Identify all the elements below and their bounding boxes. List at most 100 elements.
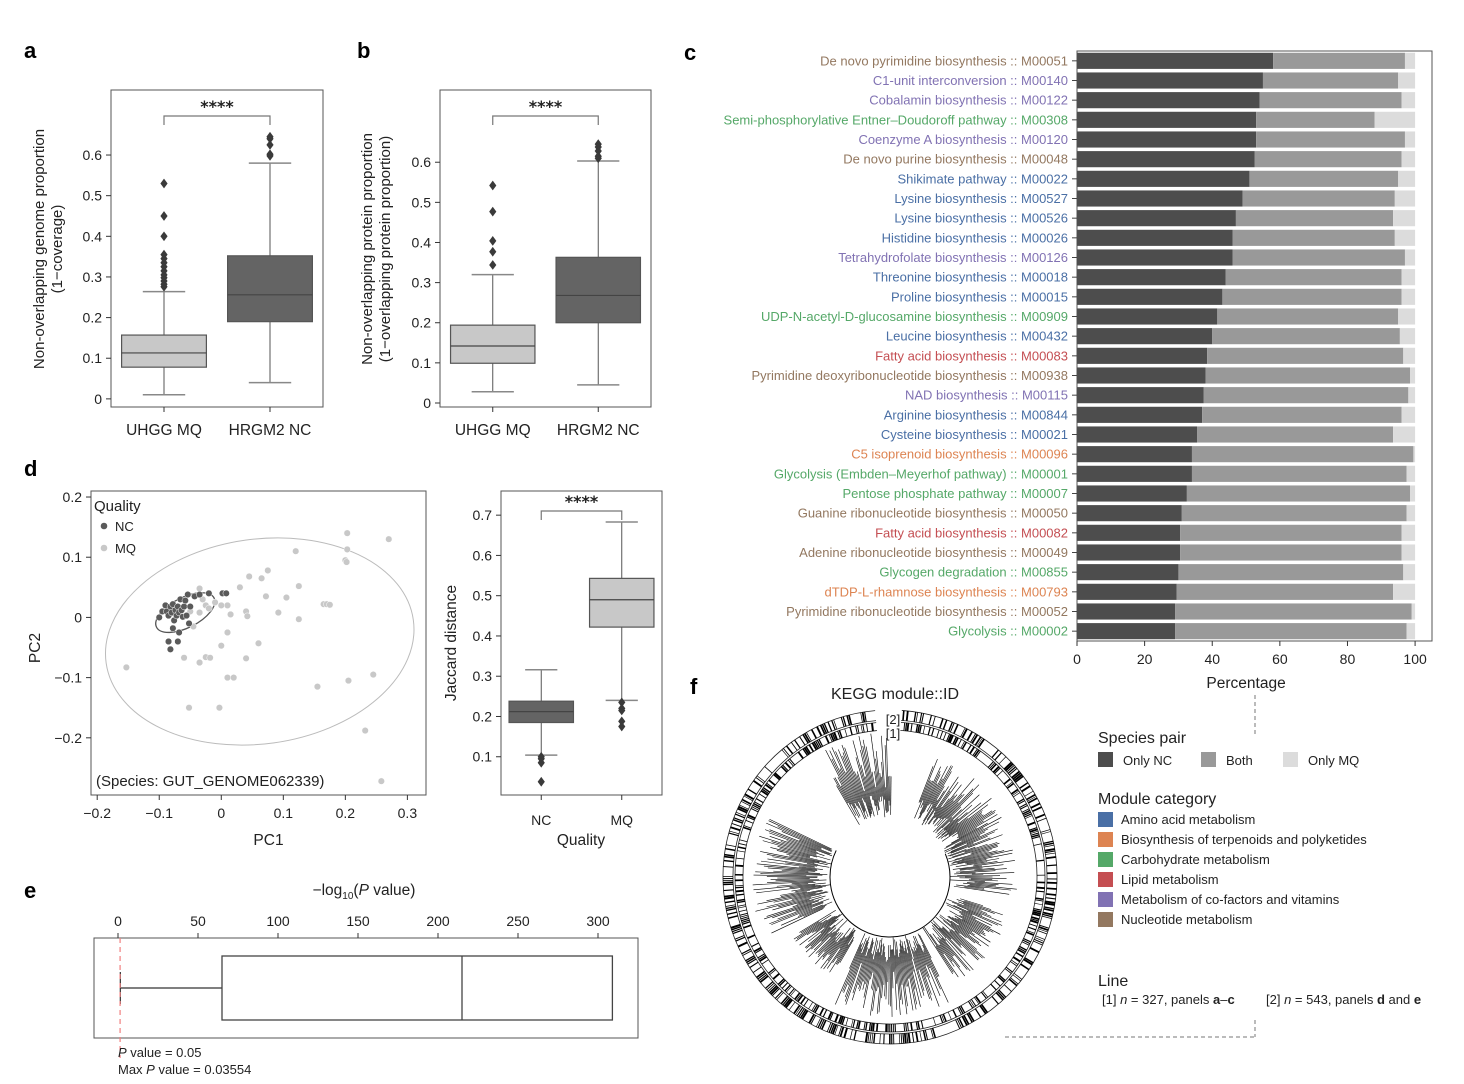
- outlier-point: [537, 757, 545, 768]
- ring-1-tick: [784, 984, 791, 992]
- y-tick-label: 0.1: [63, 549, 83, 565]
- tree-branch: [836, 785, 860, 825]
- ring-2-ticks: [722, 710, 1057, 1045]
- ring-2-tick: [900, 1033, 903, 1044]
- ring-1-tick: [994, 767, 1001, 775]
- ring-2-tick: [756, 970, 766, 979]
- tree-branch: [938, 800, 954, 819]
- tree-branch: [963, 904, 988, 914]
- ring-1-tick: [1033, 909, 1042, 913]
- tree-branch: [885, 787, 888, 814]
- ring-2-tick: [994, 752, 1002, 761]
- species-pair-swatch: [1098, 752, 1113, 767]
- ring-2-tick: [783, 748, 791, 757]
- module-label: Lysine biosynthesis :: M00527: [894, 191, 1068, 206]
- ring-1-tick: [862, 724, 865, 733]
- bar-segment-only-mq: [1401, 92, 1416, 109]
- ring-1-tick: [871, 722, 874, 732]
- tree-branch: [766, 853, 815, 864]
- module-label: Cysteine biosynthesis :: M00021: [881, 427, 1068, 442]
- ring-1-tick: [990, 983, 997, 991]
- tree-branch: [971, 872, 1015, 875]
- ring-2-tick: [1035, 813, 1046, 819]
- tree-branch: [949, 794, 980, 823]
- tree-branch: [922, 766, 941, 806]
- ring-1-tick: [1020, 804, 1028, 810]
- x-tick-label: 40: [1204, 651, 1220, 667]
- x-tick-label: 150: [346, 913, 370, 929]
- ring-1-tick: [920, 1020, 924, 1029]
- tree-branch: [755, 896, 812, 912]
- tree-branch: [927, 781, 959, 825]
- ring-2-tick: [873, 1033, 876, 1044]
- tree-branch: [852, 947, 868, 994]
- x-tick-label: 0: [217, 805, 225, 821]
- ring-1-tick: [1030, 919, 1039, 924]
- tree-branch: [904, 950, 917, 1010]
- ring-1-tick: [794, 992, 801, 1000]
- bar-segment-only-nc: [1077, 92, 1260, 109]
- ring-1-tick: [837, 730, 841, 739]
- y-tick-label: 0.4: [473, 628, 493, 644]
- x-tick-label: 0: [114, 913, 122, 929]
- threshold-label-p: P: [118, 1045, 127, 1060]
- tree-branch: [934, 798, 950, 819]
- ring-2-tick: [774, 990, 783, 999]
- ring-2-tick: [971, 734, 979, 744]
- tree-branch: [831, 747, 860, 809]
- tree-branch: [894, 955, 898, 984]
- tree-branch: [947, 843, 974, 854]
- bar-row: [1077, 328, 1416, 345]
- tree-branch: [901, 941, 910, 979]
- ring-1-tick: [1010, 788, 1019, 795]
- box-hrgm2-nc: [227, 131, 314, 384]
- ring-2-tick: [724, 855, 735, 859]
- bar-segment-both: [1232, 229, 1395, 246]
- module-category-label: Carbohydrate metabolism: [1121, 852, 1270, 867]
- y-tick-label: −0.1: [54, 670, 82, 686]
- ring-2-tick: [738, 805, 748, 812]
- scatter-point-nc: [186, 603, 194, 611]
- tree-branch: [954, 849, 992, 860]
- bar-segment-both: [1180, 544, 1402, 561]
- module-category-swatch: [1098, 872, 1113, 887]
- tree-branch: [839, 939, 854, 963]
- tree-branch: [934, 776, 959, 811]
- ring-2-tick: [816, 726, 823, 737]
- tree-branch: [755, 871, 828, 875]
- y-tick-label: 0.4: [412, 234, 432, 250]
- bar-row: [1077, 367, 1416, 384]
- ring-1-tick: [973, 749, 980, 758]
- ring-1-tick: [966, 744, 972, 753]
- module-label: dTDP-L-rhamnose biosynthesis :: M00793: [824, 584, 1068, 599]
- tree-branch: [951, 822, 988, 844]
- tree-branch: [887, 945, 889, 983]
- ring-1-tick: [960, 741, 965, 749]
- ring-2-tick: [963, 1015, 970, 1025]
- ring-2-tick: [799, 736, 806, 746]
- tree-branch: [942, 927, 962, 946]
- tree-branch: [817, 931, 840, 956]
- tree-branch: [795, 898, 830, 912]
- max-pvalue-note: Max P value = 0.03554: [118, 1062, 251, 1077]
- ring-2-tick: [907, 1032, 911, 1043]
- x-axis-label: Quality: [557, 832, 605, 849]
- ring-1-tick: [1017, 948, 1026, 955]
- ring-2-tick: [795, 1006, 802, 1015]
- ring-2-tick: [839, 1026, 845, 1037]
- ring-2-tick: [1030, 802, 1041, 809]
- module-label: Histidine biosynthesis :: M00026: [882, 230, 1068, 245]
- tree-branch: [942, 926, 979, 961]
- scatter-point-nc: [164, 637, 173, 646]
- ring-1-tick: [922, 725, 926, 734]
- tree-branch: [806, 863, 830, 868]
- ring-2-tick: [960, 727, 966, 737]
- ring-1-ticks: [735, 722, 1045, 1033]
- ring-1-tick: [750, 807, 759, 813]
- ring-1-tick: [841, 1016, 846, 1025]
- bar-segment-only-mq: [1404, 249, 1416, 266]
- outlier-point: [489, 246, 497, 257]
- tree-branch: [964, 900, 992, 910]
- ring-1-tick: [980, 991, 987, 999]
- outlier-point: [489, 236, 497, 246]
